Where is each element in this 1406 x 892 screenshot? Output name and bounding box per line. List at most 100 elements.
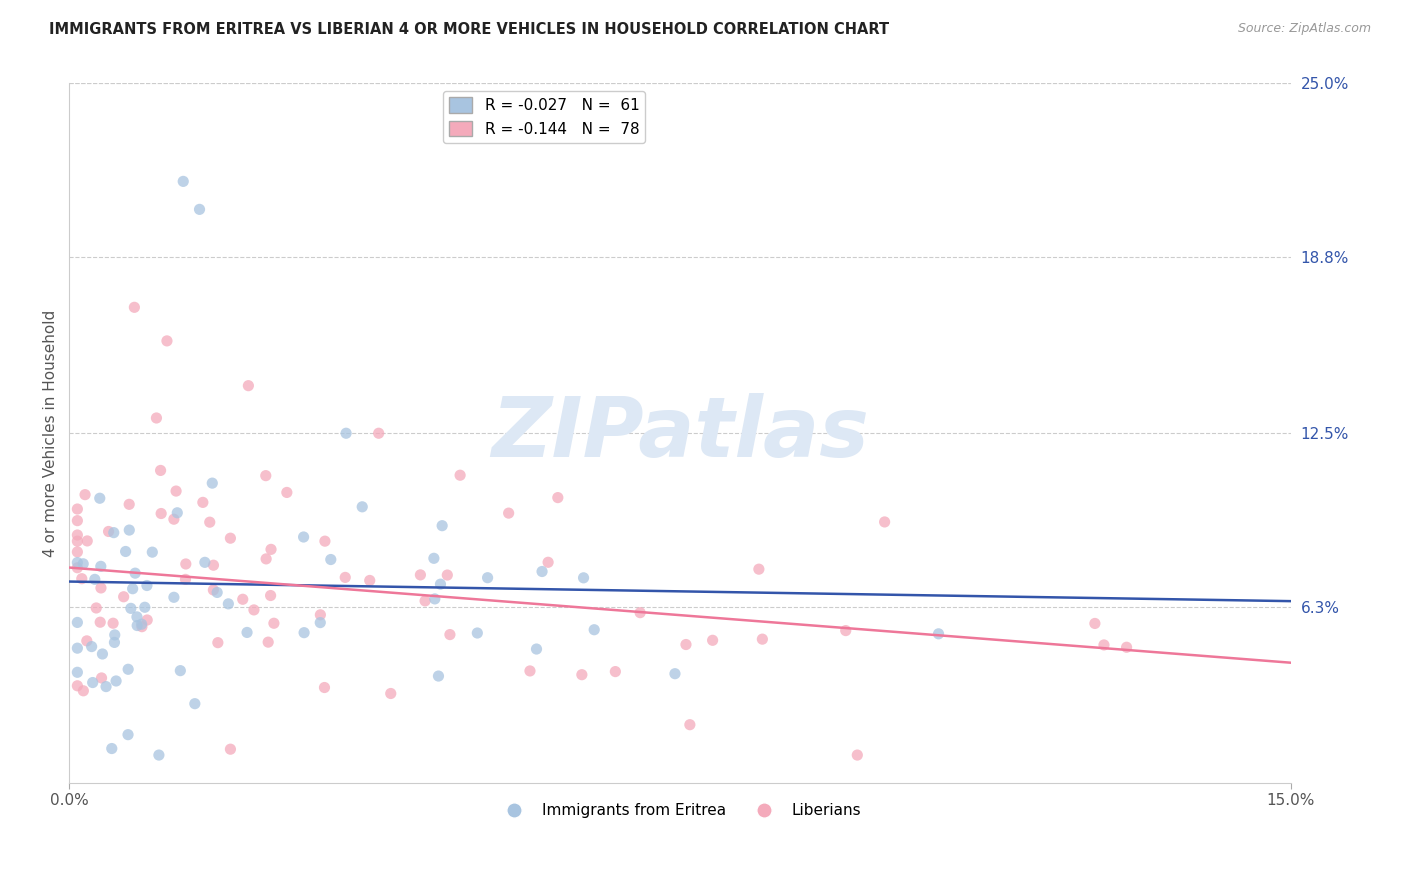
Point	[184, 697, 207, 711]
Point	[572, 571, 595, 585]
Point	[628, 606, 651, 620]
Point	[449, 468, 471, 483]
Point	[118, 523, 141, 537]
Point	[66, 615, 89, 630]
Point	[748, 562, 770, 576]
Point	[72, 557, 94, 571]
Point	[101, 616, 124, 631]
Point	[117, 662, 139, 676]
Point	[202, 582, 225, 597]
Point	[232, 592, 254, 607]
Point	[605, 665, 627, 679]
Point	[477, 571, 499, 585]
Point	[118, 497, 141, 511]
Text: IMMIGRANTS FROM ERITREA VS LIBERIAN 4 OR MORE VEHICLES IN HOUSEHOLD CORRELATION : IMMIGRANTS FROM ERITREA VS LIBERIAN 4 OR…	[49, 22, 890, 37]
Point	[276, 485, 298, 500]
Point	[124, 301, 146, 315]
Point	[166, 506, 188, 520]
Point	[141, 545, 163, 559]
Point	[131, 620, 153, 634]
Point	[148, 747, 170, 762]
Point	[66, 534, 89, 549]
Point	[380, 686, 402, 700]
Point	[257, 635, 280, 649]
Point	[121, 582, 143, 596]
Point	[292, 625, 315, 640]
Point	[409, 567, 432, 582]
Point	[219, 742, 242, 756]
Point	[90, 581, 112, 595]
Point	[66, 514, 89, 528]
Point	[136, 613, 159, 627]
Point	[105, 673, 128, 688]
Point	[439, 627, 461, 641]
Point	[314, 681, 336, 695]
Point	[430, 518, 453, 533]
Point	[72, 683, 94, 698]
Point	[174, 573, 197, 587]
Point	[125, 610, 148, 624]
Point	[76, 633, 98, 648]
Point	[205, 585, 228, 599]
Point	[1084, 616, 1107, 631]
Point	[1092, 638, 1115, 652]
Point	[174, 557, 197, 571]
Point	[145, 411, 167, 425]
Point	[66, 560, 89, 574]
Point	[292, 530, 315, 544]
Point	[73, 488, 96, 502]
Point	[367, 426, 389, 441]
Point	[188, 202, 211, 217]
Point	[465, 626, 488, 640]
Point	[134, 600, 156, 615]
Point	[90, 559, 112, 574]
Point	[100, 741, 122, 756]
Point	[583, 623, 606, 637]
Point	[89, 491, 111, 506]
Point	[103, 635, 125, 649]
Point	[238, 378, 260, 392]
Point	[149, 463, 172, 477]
Point	[429, 577, 451, 591]
Point	[76, 533, 98, 548]
Point	[335, 426, 357, 441]
Point	[165, 484, 187, 499]
Point	[207, 635, 229, 649]
Point	[66, 545, 89, 559]
Point	[319, 552, 342, 566]
Point	[114, 544, 136, 558]
Point	[436, 568, 458, 582]
Point	[150, 507, 173, 521]
Point	[127, 618, 149, 632]
Point	[112, 590, 135, 604]
Point	[201, 476, 224, 491]
Point	[873, 515, 896, 529]
Point	[260, 542, 283, 557]
Point	[531, 565, 554, 579]
Point	[156, 334, 179, 348]
Point	[83, 573, 105, 587]
Point	[254, 468, 277, 483]
Point	[97, 524, 120, 539]
Point	[217, 597, 239, 611]
Point	[202, 558, 225, 573]
Point	[104, 628, 127, 642]
Point	[198, 515, 221, 529]
Point	[498, 506, 520, 520]
Point	[537, 555, 560, 569]
Point	[359, 574, 381, 588]
Point	[352, 500, 374, 514]
Point	[80, 640, 103, 654]
Point	[90, 671, 112, 685]
Point	[136, 578, 159, 592]
Point	[91, 647, 114, 661]
Point	[243, 603, 266, 617]
Point	[163, 591, 186, 605]
Point	[427, 669, 450, 683]
Point	[263, 616, 285, 631]
Point	[66, 556, 89, 570]
Legend: Immigrants from Eritrea, Liberians: Immigrants from Eritrea, Liberians	[492, 797, 868, 824]
Point	[547, 491, 569, 505]
Point	[259, 589, 281, 603]
Point	[117, 728, 139, 742]
